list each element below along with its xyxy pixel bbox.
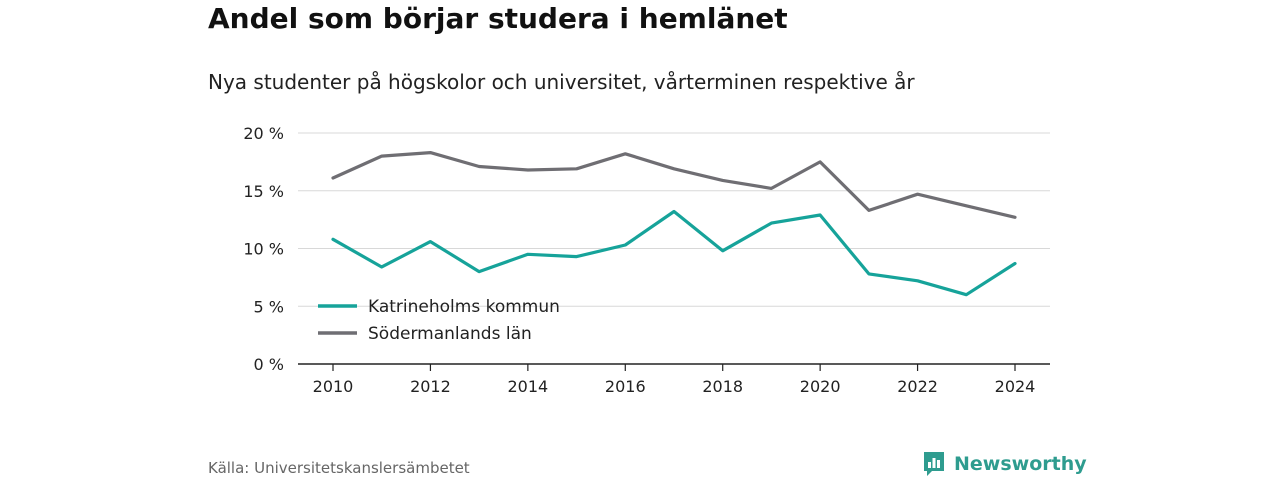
chart-subtitle: Nya studenter på högskolor och universit… [208, 70, 915, 94]
x-tick-label: 2014 [507, 377, 548, 396]
y-tick-label: 5 % [254, 297, 284, 316]
x-tick-label: 2012 [410, 377, 451, 396]
x-tick-label: 2020 [800, 377, 841, 396]
series-line-1 [331, 151, 1017, 219]
x-tick-label: 2018 [702, 377, 743, 396]
y-tick-label: 15 % [243, 182, 284, 201]
x-tick-label: 2022 [897, 377, 938, 396]
y-axis-ticks: 0 % 5 % 10 % 15 % 20 % [243, 124, 284, 374]
y-tick-label: 10 % [243, 240, 284, 259]
brand-name: Newsworthy [954, 453, 1087, 475]
legend-label: Katrineholms kommun [368, 297, 560, 317]
bar-chart-speech-icon [924, 452, 944, 476]
x-tick-label: 2016 [605, 377, 646, 396]
y-tick-label: 20 % [243, 124, 284, 143]
chart-title: Andel som börjar studera i hemlänet [208, 2, 788, 35]
x-tick-label: 2024 [995, 377, 1036, 396]
x-tick-label: 2010 [313, 377, 354, 396]
series-line-0 [331, 209, 1017, 297]
series-lines [331, 151, 1017, 297]
legend-label: Södermanlands län [368, 324, 532, 344]
source-note: Källa: Universitetskanslersämbetet [208, 459, 470, 477]
brand-logo: Newsworthy [922, 450, 1087, 478]
legend: Katrineholms kommun Södermanlands län [318, 297, 560, 344]
x-axis-ticks: 2010 2012 2014 2016 2018 2020 2022 2024 [313, 364, 1036, 396]
y-tick-label: 0 % [254, 355, 284, 374]
gridlines [298, 132, 1050, 365]
